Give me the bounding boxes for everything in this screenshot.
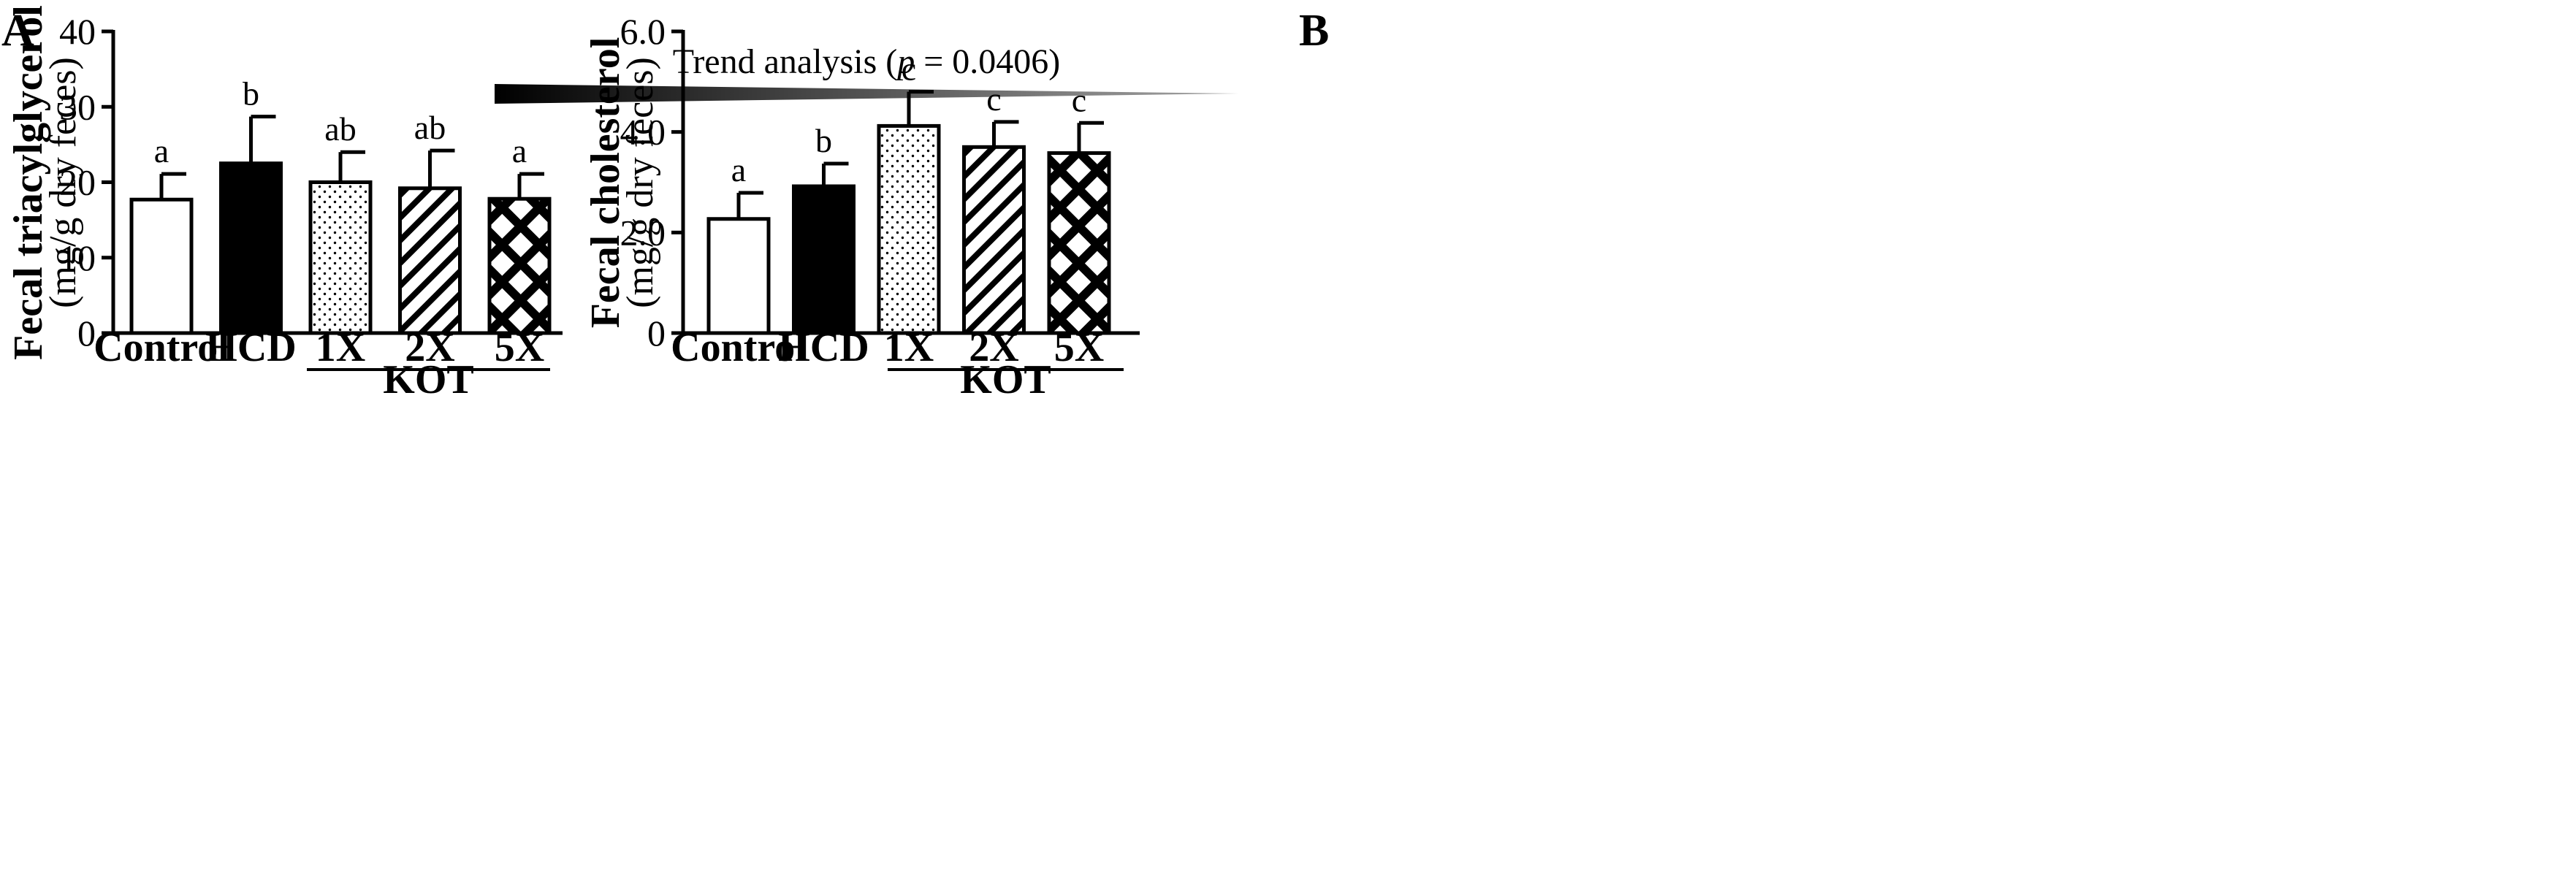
x-tick-label: 2X (405, 325, 454, 370)
x-tick-label: 1X (316, 325, 365, 370)
x-tick-label: Control (94, 325, 229, 370)
y-tick-label: 0 (647, 313, 666, 354)
y-axis-units: (mg/g dry feces) (42, 57, 84, 308)
x-tick-label: 5X (1054, 325, 1104, 370)
bar-2x (962, 145, 1026, 335)
trend-suffix: = 0.0406) (915, 42, 1060, 81)
trend-annotation: Trend analysis (p = 0.0406) (673, 42, 1061, 81)
x-tick-label: Control (671, 325, 807, 370)
group-bracket-label: KOT (960, 357, 1051, 402)
x-tick-label: HCD (205, 325, 296, 370)
bar-5x (1047, 151, 1111, 335)
significance-label: c (902, 50, 916, 88)
significance-label: c (986, 80, 1001, 118)
y-tick-label: 0 (77, 313, 96, 354)
significance-label: c (1072, 81, 1086, 118)
significance-label: b (815, 122, 832, 159)
trend-wedge (495, 84, 1238, 104)
significance-label: a (731, 151, 746, 188)
y-tick-label: 40 (59, 11, 96, 52)
y-tick-label: 20 (59, 162, 96, 203)
bar-5x (487, 196, 552, 335)
y-axis-units: (mg/g dry feces) (620, 57, 661, 308)
panel-a-letter: A (1, 6, 34, 56)
bar-hcd (219, 161, 283, 335)
significance-label: a (512, 132, 527, 169)
y-tick-label: 2.0 (620, 212, 666, 253)
bar-2x (398, 186, 462, 335)
significance-label: a (154, 132, 169, 169)
bar-control (129, 197, 194, 335)
y-axis-title: Fecal triacylglycerol (6, 5, 51, 360)
trend-p: p (895, 42, 915, 81)
x-tick-label: HCD (778, 325, 869, 370)
x-tick-label: 1X (884, 325, 934, 370)
significance-label: b (243, 75, 259, 112)
x-tick-label: 5X (495, 325, 544, 370)
significance-label: ab (414, 109, 446, 146)
panel-b-letter: B (1299, 6, 1329, 56)
y-tick-label: 10 (59, 237, 96, 278)
bar-1x (877, 123, 941, 335)
y-tick-label: 4.0 (620, 112, 666, 153)
bar-hcd (792, 184, 856, 335)
bar-1x (308, 180, 373, 335)
x-tick-label: 2X (969, 325, 1018, 370)
y-tick-label: 6.0 (620, 11, 666, 52)
y-axis-title: Fecal cholesterol (583, 37, 628, 329)
bar-control (706, 217, 771, 335)
group-bracket-label: KOT (383, 357, 473, 402)
trend-prefix: Trend analysis ( (673, 42, 898, 81)
significance-label: ab (324, 110, 356, 148)
y-tick-label: 30 (59, 86, 96, 127)
